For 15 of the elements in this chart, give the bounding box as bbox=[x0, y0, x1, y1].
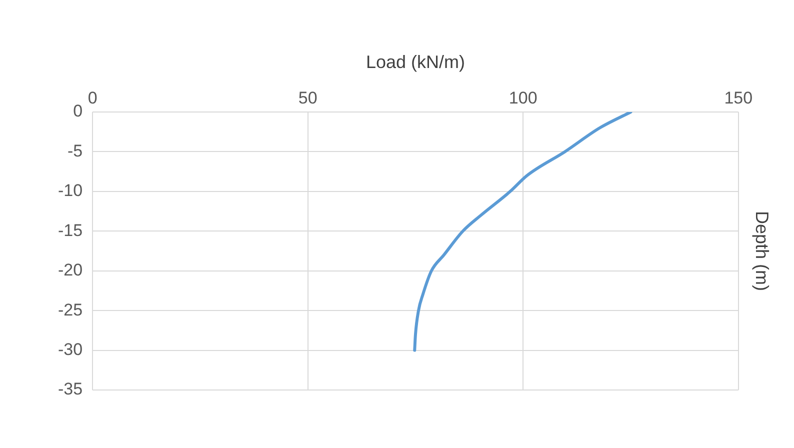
y-tick-label: 0 bbox=[73, 102, 83, 121]
x-tick-label: 0 bbox=[88, 88, 98, 108]
y-tick-label: -30 bbox=[58, 340, 83, 359]
y-tick-label: -25 bbox=[58, 300, 83, 320]
y-tick-label: -10 bbox=[58, 181, 83, 200]
x-tick-label: 150 bbox=[724, 88, 753, 108]
y-tick-label: -35 bbox=[58, 380, 83, 399]
x-tick-label: 100 bbox=[508, 88, 538, 108]
y-tick-label: -15 bbox=[58, 220, 83, 240]
y-tick-label: -20 bbox=[58, 260, 83, 280]
line-series bbox=[413, 112, 632, 352]
x-axis-title: Load (kN/m) bbox=[366, 52, 465, 72]
y-axis-title: Depth (m) bbox=[752, 210, 772, 292]
x-tick-label: 50 bbox=[298, 88, 318, 108]
y-tick-label: -5 bbox=[67, 141, 83, 160]
